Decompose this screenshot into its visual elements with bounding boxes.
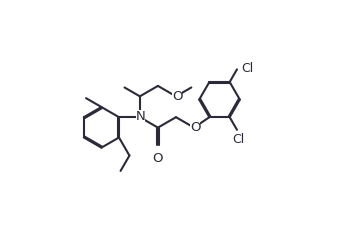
- Text: O: O: [190, 121, 201, 134]
- Text: N: N: [135, 110, 145, 123]
- Text: Cl: Cl: [232, 133, 245, 146]
- Text: Cl: Cl: [241, 62, 253, 75]
- Text: O: O: [172, 90, 182, 103]
- Text: O: O: [153, 152, 163, 165]
